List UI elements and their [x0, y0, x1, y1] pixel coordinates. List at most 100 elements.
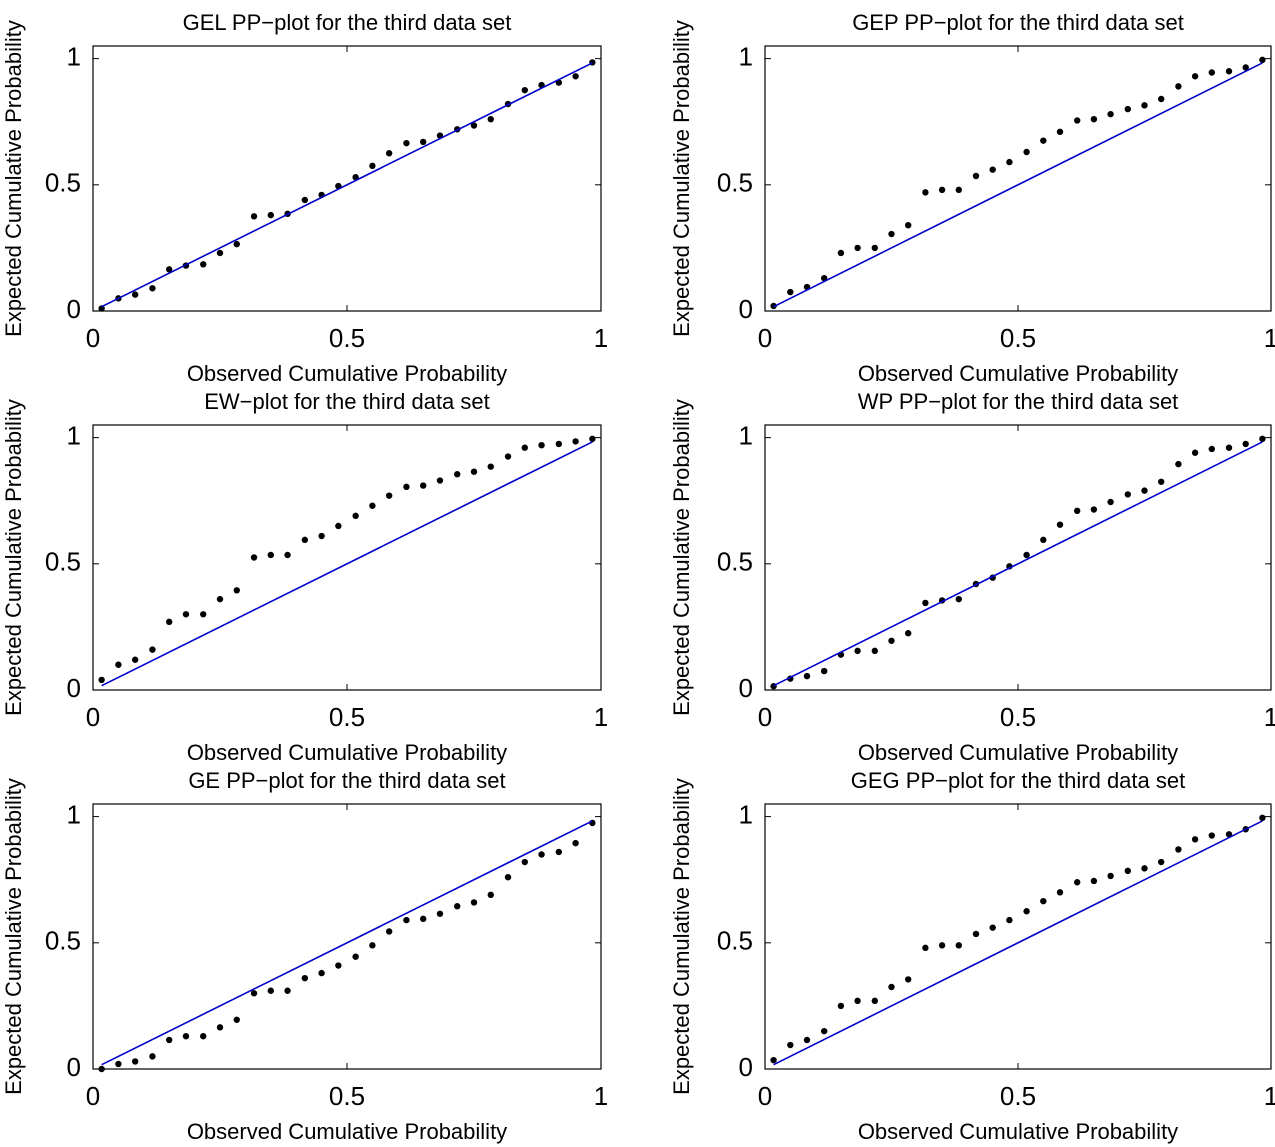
x-axis-label: Observed Cumulative Probability	[858, 740, 1178, 765]
data-point	[131, 291, 139, 298]
data-point	[1040, 897, 1047, 905]
y-tick-label: 1	[739, 41, 753, 71]
data-point	[572, 438, 579, 445]
subplot: EW−plot for the third data set Observed C…	[1, 389, 608, 765]
data-point	[166, 1036, 173, 1044]
x-tick-label: 0.5	[1000, 323, 1036, 353]
data-point	[1056, 521, 1064, 528]
data-point	[487, 463, 494, 470]
chart-title: GEG PP−plot for the third data set	[851, 768, 1185, 793]
data-point	[149, 1053, 156, 1060]
data-point	[904, 630, 912, 637]
subplot: WP PP−plot for the third data set Observe…	[669, 389, 1275, 765]
data-point	[904, 976, 912, 983]
data-point	[131, 1058, 139, 1065]
data-point	[955, 595, 962, 603]
data-point	[369, 502, 376, 509]
data-point	[420, 915, 427, 923]
y-tick-label: 0.5	[717, 547, 753, 577]
data-point	[521, 86, 528, 94]
data-point	[149, 646, 156, 653]
data-point	[1141, 865, 1148, 872]
data-point	[1157, 858, 1165, 866]
data-point	[837, 249, 845, 257]
data-point	[420, 482, 427, 489]
data-point	[420, 138, 427, 146]
reference-line	[101, 441, 593, 687]
data-point	[888, 637, 895, 644]
data-point	[521, 858, 528, 866]
data-point	[454, 903, 461, 910]
data-point	[871, 244, 879, 252]
y-tick-label: 0.5	[45, 168, 81, 198]
data-point	[1208, 69, 1215, 76]
data-point	[1124, 867, 1132, 875]
data-point	[454, 471, 461, 478]
x-tick-label: 0	[758, 323, 772, 353]
data-point	[115, 1060, 122, 1068]
data-point	[1242, 64, 1249, 71]
x-tick-label: 1	[1264, 1081, 1275, 1111]
data-point	[1090, 115, 1098, 123]
data-point	[98, 676, 105, 684]
data-point	[1040, 137, 1047, 144]
data-point	[436, 477, 444, 484]
data-point	[1006, 916, 1013, 924]
data-point	[1259, 814, 1266, 822]
x-tick-label: 0	[758, 1081, 772, 1111]
data-point	[1191, 836, 1199, 843]
data-point	[487, 115, 494, 123]
y-tick-label: 0	[739, 673, 753, 703]
y-tick-label: 1	[67, 41, 81, 71]
reference-line	[101, 820, 593, 1066]
data-point	[1175, 460, 1182, 468]
data-point	[216, 249, 224, 257]
chart-title: WP PP−plot for the third data set	[858, 389, 1179, 414]
data-point	[233, 1016, 240, 1023]
data-point	[1124, 105, 1132, 113]
data-point	[182, 611, 190, 618]
data-point	[787, 1041, 794, 1049]
x-tick-label: 0	[86, 702, 100, 732]
data-point	[166, 618, 173, 626]
data-point	[1225, 444, 1233, 451]
data-point	[871, 997, 879, 1005]
data-point	[284, 551, 291, 559]
x-tick-label: 0.5	[329, 1081, 365, 1111]
data-point	[1242, 440, 1249, 448]
data-point	[504, 873, 512, 881]
data-point	[1124, 491, 1132, 498]
data-point	[1090, 877, 1098, 885]
data-point	[216, 595, 224, 603]
data-point	[335, 522, 342, 530]
data-point	[1175, 846, 1182, 853]
data-point	[955, 942, 962, 949]
data-point	[385, 928, 393, 935]
data-point	[854, 997, 861, 1005]
y-tick-label: 0	[67, 673, 81, 703]
data-point	[98, 1065, 105, 1073]
x-tick-label: 0	[86, 1081, 100, 1111]
axes-box	[92, 424, 602, 691]
data-point	[538, 851, 545, 858]
x-tick-label: 0	[86, 323, 100, 353]
data-point	[301, 974, 309, 982]
reference-line	[773, 62, 1263, 308]
chart-title: EW−plot for the third data set	[204, 389, 490, 414]
axes-box	[764, 803, 1272, 1070]
data-point	[1157, 95, 1165, 103]
data-point	[267, 987, 274, 994]
y-axis-label: Expected Cumulative Probability	[669, 778, 694, 1095]
data-point	[572, 73, 579, 80]
data-point	[922, 189, 929, 196]
data-point	[803, 1036, 811, 1044]
data-point	[301, 196, 309, 204]
data-point	[352, 953, 359, 960]
data-point	[1023, 551, 1030, 559]
data-point	[250, 213, 258, 220]
data-point	[821, 667, 828, 675]
data-point	[335, 962, 342, 969]
data-point	[403, 483, 410, 491]
data-point	[200, 261, 207, 268]
data-point	[821, 1027, 828, 1035]
